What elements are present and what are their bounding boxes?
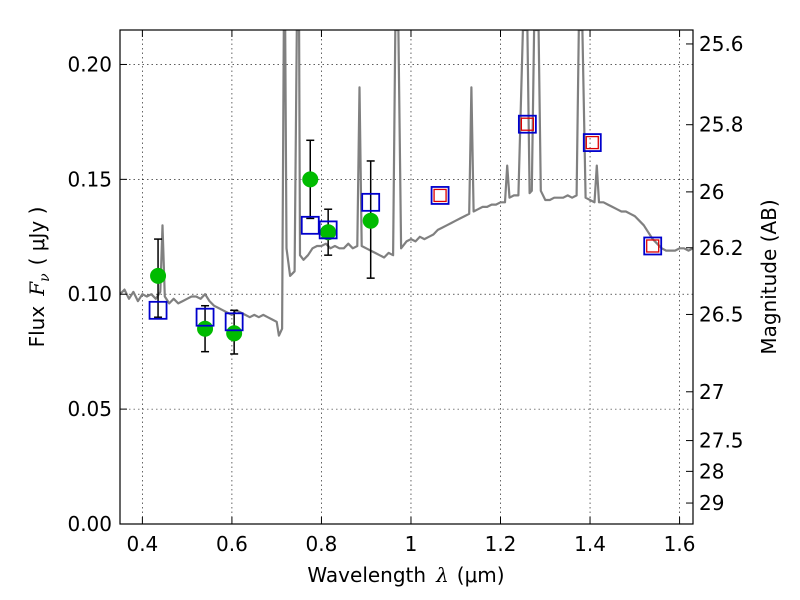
y2-tick-label: 25.8 <box>699 113 744 137</box>
y2-tick-label: 29 <box>699 491 724 515</box>
model-band-square <box>643 236 663 256</box>
y2-tick-label: 26.2 <box>699 236 744 260</box>
observed-point <box>226 325 243 342</box>
x-tick-label: 1.6 <box>664 532 696 556</box>
x-tick-label: 0.4 <box>126 532 158 556</box>
observed-point <box>197 320 214 337</box>
y2-tick-label: 25.6 <box>699 32 744 56</box>
axes: 0.4 0.6 0.8 1 1.2 1.4 1.6 0.00 0.05 0.10 0.15 0.20 2… <box>67 30 744 556</box>
observed-point <box>150 267 167 284</box>
observed-point <box>362 212 379 229</box>
x-axis-label: Wavelength λ (μm) <box>307 563 504 587</box>
model-band-square <box>148 300 168 320</box>
observed-point <box>320 224 337 241</box>
y2-tick-label: 27 <box>699 380 724 404</box>
predicted-square <box>433 188 447 203</box>
y2-axis-label: Magnitude (AB) <box>757 199 781 354</box>
model-band-square <box>195 307 215 327</box>
predicted-square <box>520 117 535 131</box>
model-band-square <box>430 186 450 205</box>
plot-frame <box>119 29 694 525</box>
predicted-square <box>585 135 599 150</box>
model-band-square <box>318 220 338 240</box>
y-axis-label: FluxFν( μJy ) <box>25 207 53 348</box>
model-band-square <box>300 215 320 235</box>
y2-tick-label: 26 <box>699 180 724 204</box>
model-band-square <box>224 312 244 332</box>
x-tick-label: 0.6 <box>216 532 248 556</box>
y-tick-label: 0.20 <box>67 52 112 76</box>
observed-point <box>302 171 319 188</box>
y-tick-label: 0.15 <box>67 167 112 191</box>
y2-tick-label: 27.5 <box>699 429 744 453</box>
x-tick-label: 0.8 <box>306 532 338 556</box>
y2-tick-label: 28 <box>699 459 724 483</box>
model-band-square <box>517 114 537 134</box>
y-tick-label: 0.05 <box>67 397 112 421</box>
x-tick-label: 1.4 <box>574 532 606 556</box>
x-tick-label: 1.2 <box>485 532 517 556</box>
model-band-square <box>582 133 602 152</box>
y-tick-label: 0.10 <box>67 282 112 306</box>
model-spectrum-line <box>120 30 693 337</box>
model-band-square <box>361 192 381 212</box>
x-tick-label: 1 <box>405 532 418 556</box>
predicted-square <box>646 239 660 253</box>
y2-tick-label: 26.5 <box>699 302 744 326</box>
data-layer <box>120 30 693 355</box>
y-tick-label: 0.00 <box>67 512 112 536</box>
